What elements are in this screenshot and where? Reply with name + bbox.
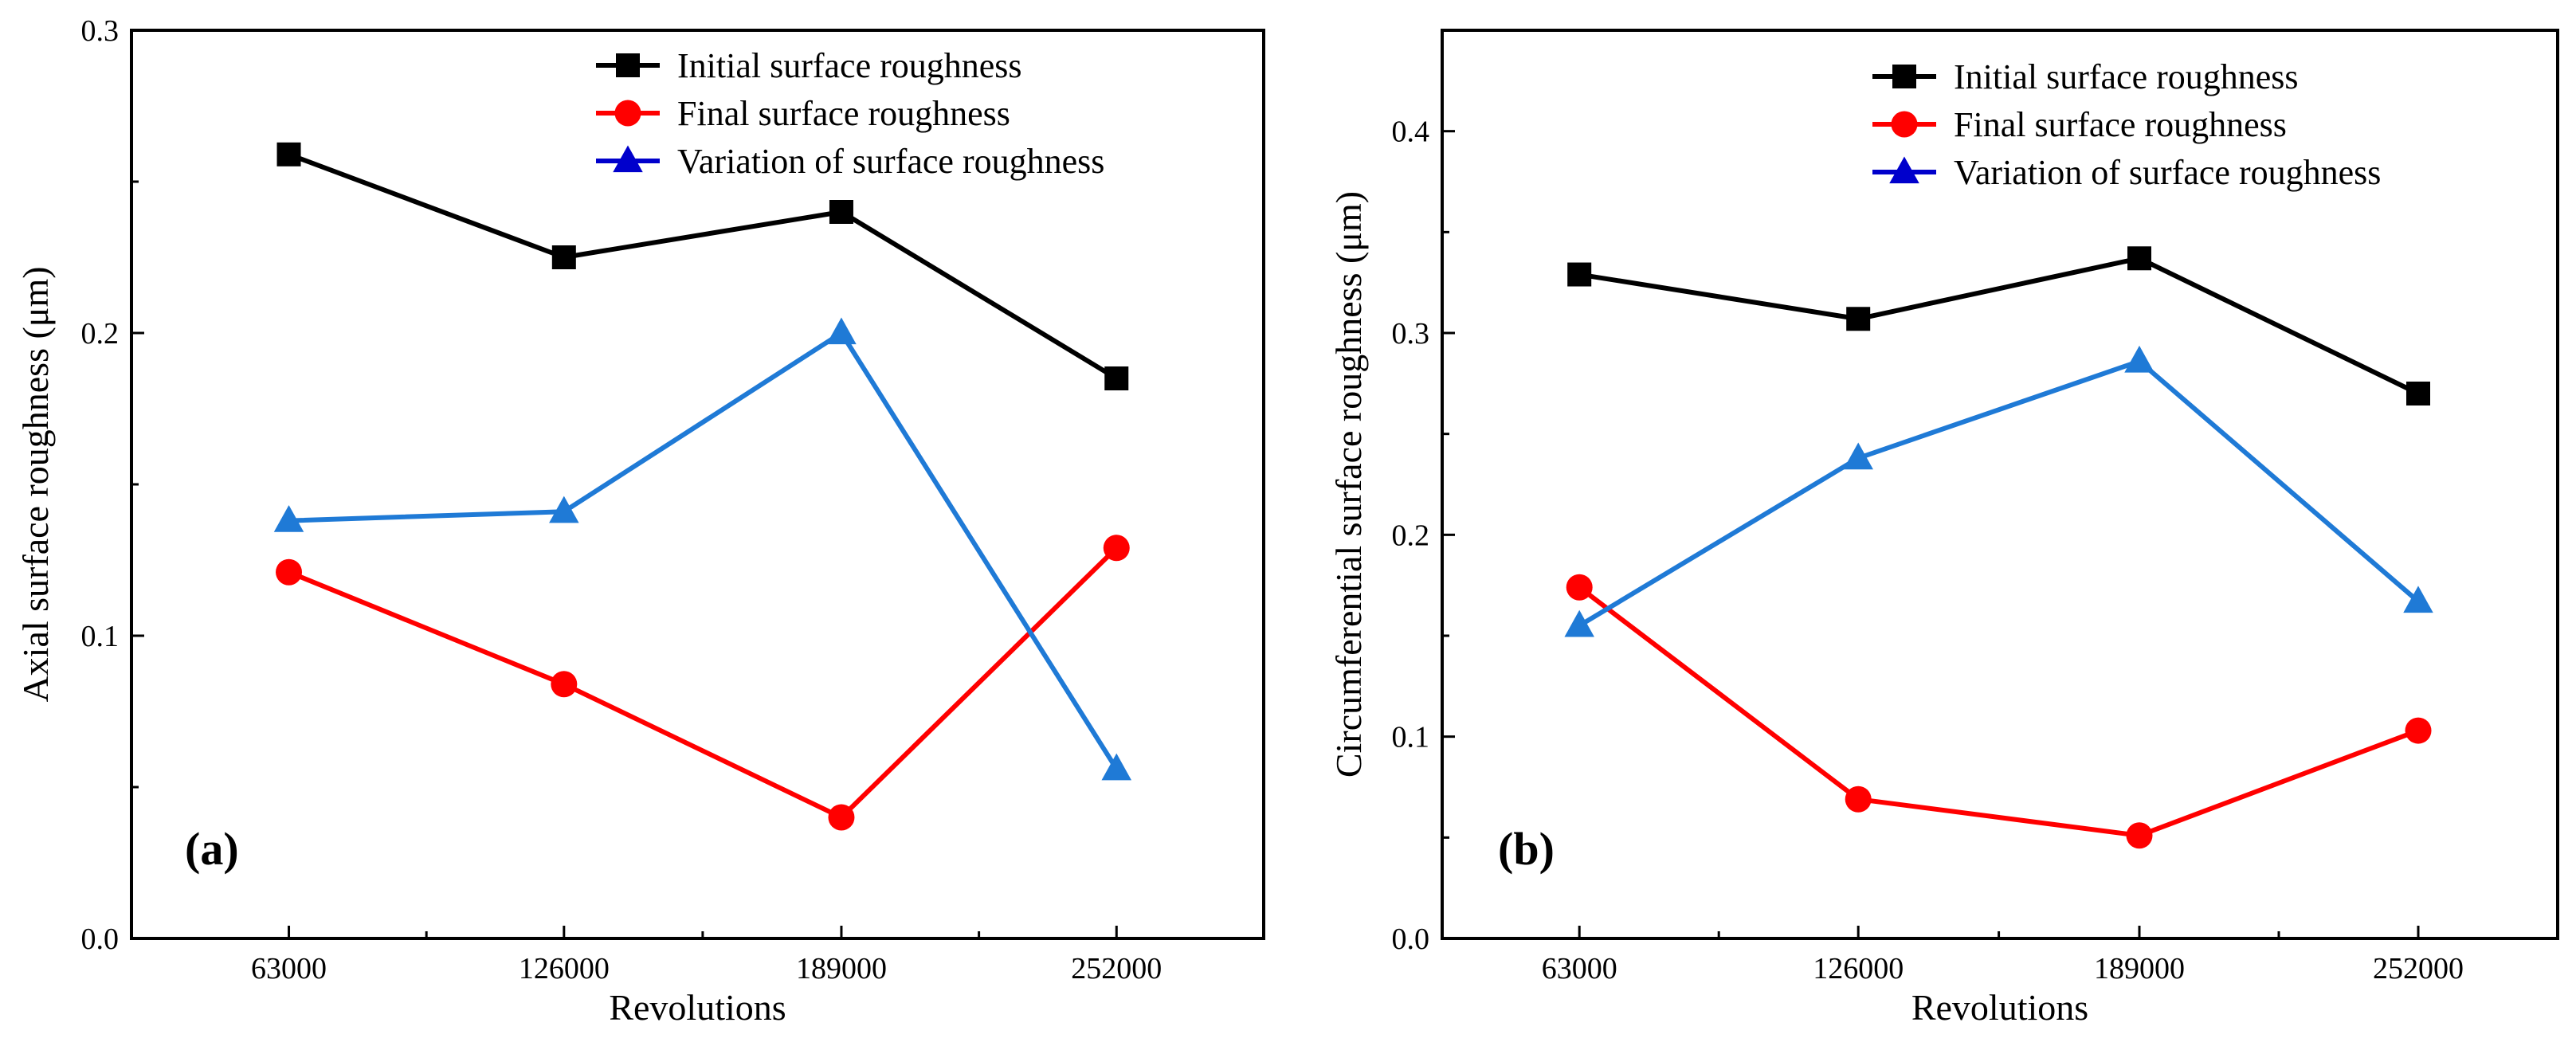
- data-point-circle: [551, 671, 578, 698]
- data-point-square: [551, 245, 576, 269]
- legend-marker-triangle: [1889, 156, 1919, 184]
- data-point-square: [1104, 366, 1129, 390]
- y-tick-label: 0.4: [1392, 116, 1430, 149]
- x-axis-title: Revolutions: [609, 987, 786, 1028]
- y-tick-label: 0.1: [81, 620, 120, 653]
- data-point-square: [2127, 246, 2151, 271]
- y-tick-label: 0.3: [81, 14, 120, 48]
- data-point-square: [276, 142, 301, 166]
- panel-label: (a): [185, 823, 239, 875]
- data-point-circle: [1566, 574, 1593, 601]
- x-tick-label: 63000: [251, 952, 327, 985]
- data-point-triangle: [549, 496, 579, 523]
- data-point-triangle: [1564, 609, 1594, 637]
- data-point-square: [2406, 382, 2430, 405]
- data-point-triangle: [2124, 345, 2155, 373]
- data-point-square: [1567, 262, 1592, 287]
- x-tick-label: 189000: [2094, 952, 2185, 985]
- data-point-circle: [1103, 535, 1130, 562]
- panel-a: 0.0 0.1 0.2 0.3 63000 126000 189000 252000 Revol…: [15, 14, 1265, 1028]
- data-point-triangle: [826, 317, 857, 345]
- y-tick-label: 0.0: [1392, 923, 1430, 956]
- panel-b: 0.0 0.1 0.2 0.3 0.4 63000 126000 189000 252000 Re…: [1328, 29, 2559, 1028]
- data-point-square: [829, 200, 853, 224]
- data-point-triangle: [1843, 442, 1873, 470]
- y-tick-label: 0.2: [81, 317, 120, 351]
- data-point-circle: [828, 804, 855, 831]
- x-tick-label: 126000: [1813, 952, 1904, 985]
- series-line-triangle: [288, 331, 1119, 770]
- x-tick-label: 252000: [1071, 952, 1162, 985]
- legend-marker-square: [616, 53, 640, 77]
- legend-label: Final surface roughness: [677, 94, 1010, 133]
- y-tick-label: 0.3: [1392, 317, 1430, 351]
- series-line-triangle: [1578, 358, 2420, 628]
- series-line-circle: [1578, 585, 2420, 838]
- x-tick-label: 63000: [1542, 952, 1617, 985]
- y-tick-label: 0.0: [81, 923, 120, 956]
- y-axis-title: Circumferential surface roughness (μm): [1328, 191, 1369, 778]
- data-point-square: [1846, 307, 1871, 331]
- legend-label: Variation of surface roughness: [1954, 153, 2381, 192]
- legend-marker-triangle: [613, 145, 643, 173]
- series-line-square: [288, 151, 1118, 381]
- legend-label: Initial surface roughness: [1954, 57, 2299, 96]
- data-point-circle: [2405, 717, 2432, 744]
- legend-label: Initial surface roughness: [677, 46, 1022, 85]
- series-line-circle: [288, 546, 1119, 820]
- series-line-square: [1578, 256, 2420, 396]
- x-tick-label: 189000: [796, 952, 887, 985]
- legend-marker-circle: [614, 100, 641, 127]
- x-tick-label: 252000: [2373, 952, 2464, 985]
- data-point-triangle: [273, 505, 304, 532]
- legend-label: Final surface roughness: [1954, 105, 2287, 144]
- data-point-triangle: [2403, 586, 2433, 613]
- data-point-circle: [2126, 822, 2153, 849]
- legend-marker-circle: [1891, 111, 1918, 138]
- legend-marker-square: [1892, 65, 1916, 88]
- x-axis-title: Revolutions: [1911, 987, 2088, 1028]
- legend-label: Variation of surface roughness: [677, 142, 1104, 181]
- data-point-circle: [1845, 785, 1872, 813]
- x-tick-label: 126000: [519, 952, 610, 985]
- panel-label: (b): [1498, 823, 1555, 875]
- y-axis-title: Axial surface roughness (μm): [15, 266, 56, 702]
- y-tick-label: 0.1: [1392, 721, 1430, 754]
- y-tick-label: 0.2: [1392, 519, 1430, 552]
- data-point-circle: [276, 558, 303, 586]
- data-point-triangle: [1101, 753, 1132, 781]
